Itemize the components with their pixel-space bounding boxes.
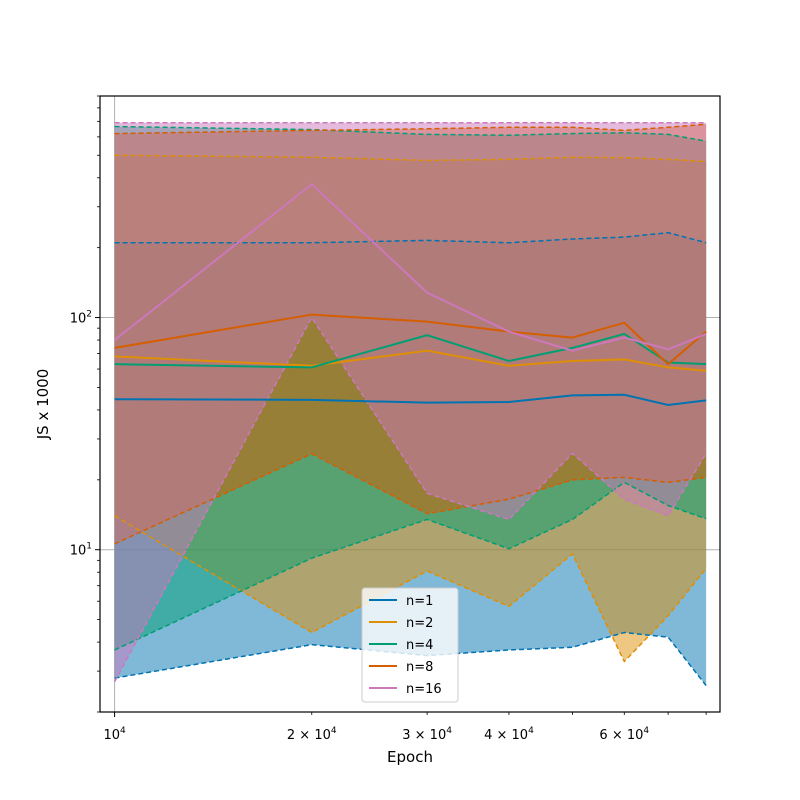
legend-box bbox=[361, 587, 459, 703]
x-tick-label: 4 × 104 bbox=[484, 726, 534, 743]
y-tick-label: 101 bbox=[70, 542, 92, 559]
x-tick-label: 3 × 104 bbox=[402, 726, 452, 743]
upper-bound-line-series-4 bbox=[114, 123, 707, 135]
lower-bound-line-series-2 bbox=[114, 515, 707, 663]
mean-line-series-1 bbox=[114, 393, 707, 407]
legend: n=1 n=2 n=4 n=8 n=16 bbox=[361, 587, 459, 703]
lower-bound-line-series-5 bbox=[113, 316, 707, 683]
y-axis-title: JS x 1000 bbox=[34, 369, 52, 441]
y-tick-label: 102 bbox=[70, 310, 92, 327]
x-tick-label: 104 bbox=[103, 726, 126, 743]
lower-bound-line-series-4 bbox=[114, 452, 707, 545]
x-tick-label: 6 × 104 bbox=[599, 726, 649, 743]
plot-frame bbox=[99, 95, 721, 713]
mean-line-series-5 bbox=[113, 182, 707, 352]
upper-bound-line-series-1 bbox=[114, 231, 707, 244]
x-axis-title: Epoch bbox=[387, 748, 433, 766]
lower-bound-line-series-3 bbox=[114, 481, 707, 651]
legend-label: n=16 bbox=[406, 682, 442, 697]
legend-label: n=1 bbox=[406, 594, 433, 609]
legend-label: n=2 bbox=[406, 616, 433, 631]
mean-line-series-4 bbox=[114, 313, 707, 366]
series-lines bbox=[113, 122, 707, 687]
legend-label: n=4 bbox=[406, 638, 433, 653]
upper-bound-line-series-2 bbox=[114, 154, 707, 163]
lower-bound-line-series-1 bbox=[114, 631, 707, 687]
mean-line-series-2 bbox=[114, 349, 707, 372]
x-tick-label: 2 × 104 bbox=[287, 726, 337, 743]
axis-ticks: 101 102 104 2 × 104 3 × 104 4 × 104 6 × 104 bbox=[70, 95, 707, 743]
legend-label: n=8 bbox=[406, 660, 433, 675]
